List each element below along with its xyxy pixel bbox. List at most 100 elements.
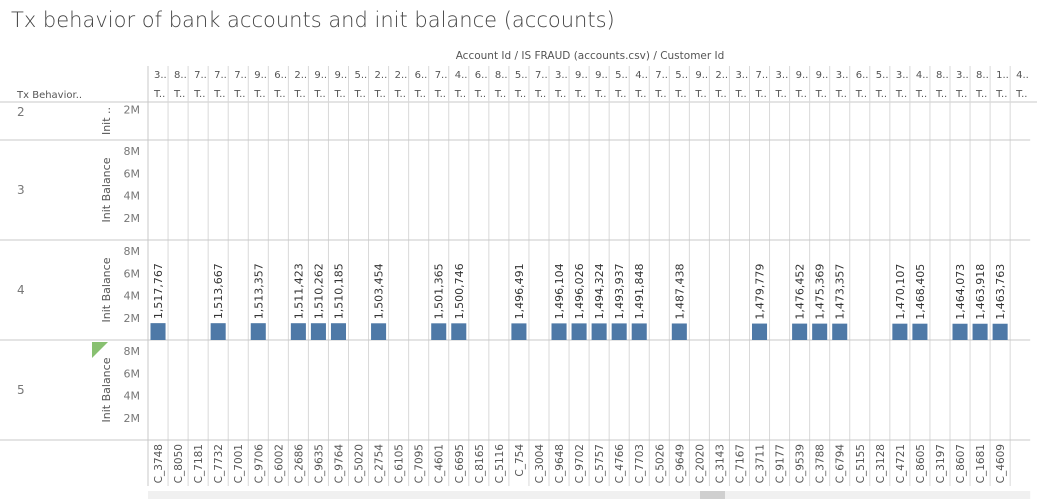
is-fraud-label[interactable]: T..: [173, 89, 185, 100]
customer-id-label[interactable]: C_7167: [734, 444, 746, 483]
customer-id-label[interactable]: C_9649: [674, 444, 686, 483]
account-id-label[interactable]: 5..: [675, 70, 688, 81]
customer-id-label[interactable]: C_7095: [414, 444, 426, 483]
is-fraud-label[interactable]: T..: [454, 89, 466, 100]
customer-id-label[interactable]: C_5116: [494, 444, 506, 484]
bar[interactable]: [371, 323, 386, 340]
customer-id-label[interactable]: C_8050: [173, 444, 185, 483]
is-fraud-label[interactable]: T..: [775, 89, 787, 100]
is-fraud-label[interactable]: T..: [514, 89, 526, 100]
customer-id-label[interactable]: C_4601: [434, 444, 446, 483]
account-id-label[interactable]: 7..: [535, 70, 548, 81]
customer-id-label[interactable]: C_6002: [273, 444, 285, 483]
bar[interactable]: [211, 323, 226, 340]
is-fraud-label[interactable]: T..: [153, 89, 165, 100]
bar[interactable]: [672, 323, 687, 340]
account-id-label[interactable]: 6..: [415, 70, 428, 81]
is-fraud-label[interactable]: T..: [574, 89, 586, 100]
customer-id-label[interactable]: C_3128: [875, 444, 887, 483]
customer-id-label[interactable]: C_9702: [574, 444, 586, 483]
customer-id-label[interactable]: C_9539: [795, 444, 807, 483]
customer-id-label[interactable]: C_6695: [454, 444, 466, 483]
customer-id-label[interactable]: C_9648: [554, 444, 566, 483]
account-id-label[interactable]: 4..: [635, 70, 648, 81]
is-fraud-label[interactable]: T..: [955, 89, 967, 100]
account-id-label[interactable]: 1..: [996, 70, 1009, 81]
customer-id-label[interactable]: C_8165: [474, 444, 486, 483]
customer-id-label[interactable]: C_7703: [634, 444, 646, 483]
customer-id-label[interactable]: C_9635: [313, 444, 325, 483]
account-id-label[interactable]: 6..: [274, 70, 287, 81]
customer-id-label[interactable]: C_2686: [293, 444, 305, 484]
customer-id-label[interactable]: C_6794: [835, 444, 847, 484]
bar[interactable]: [752, 324, 767, 340]
customer-id-label[interactable]: C_7001: [233, 444, 245, 483]
account-id-label[interactable]: 4..: [1016, 70, 1029, 81]
is-fraud-label[interactable]: T..: [815, 89, 827, 100]
account-id-label[interactable]: 9..: [695, 70, 708, 81]
customer-id-label[interactable]: C_3788: [815, 444, 827, 483]
account-id-label[interactable]: 5..: [355, 70, 368, 81]
bar[interactable]: [291, 323, 306, 340]
account-id-label[interactable]: 8..: [936, 70, 949, 81]
account-id-label[interactable]: 9..: [796, 70, 809, 81]
is-fraud-label[interactable]: T..: [875, 89, 887, 100]
account-id-label[interactable]: 7..: [194, 70, 207, 81]
bar[interactable]: [912, 324, 927, 340]
account-id-label[interactable]: 8..: [976, 70, 989, 81]
is-fraud-label[interactable]: T..: [674, 89, 686, 100]
customer-id-label[interactable]: C_3004: [534, 444, 546, 484]
account-id-label[interactable]: 9..: [334, 70, 347, 81]
bar[interactable]: [511, 323, 526, 340]
account-id-label[interactable]: 3..: [555, 70, 568, 81]
customer-id-label[interactable]: C_2754: [374, 444, 386, 484]
is-fraud-label[interactable]: T..: [333, 89, 345, 100]
account-id-label[interactable]: 4..: [916, 70, 929, 81]
account-id-label[interactable]: 3..: [836, 70, 849, 81]
is-fraud-label[interactable]: T..: [434, 89, 446, 100]
bar[interactable]: [451, 323, 466, 340]
customer-id-label[interactable]: C_3197: [935, 444, 947, 483]
bar[interactable]: [993, 324, 1008, 340]
account-id-label[interactable]: 9..: [595, 70, 608, 81]
account-id-label[interactable]: 7..: [756, 70, 769, 81]
is-fraud-label[interactable]: T..: [233, 89, 245, 100]
customer-id-label[interactable]: C_9706: [253, 444, 265, 484]
is-fraud-label[interactable]: T..: [714, 89, 726, 100]
account-id-label[interactable]: 7..: [435, 70, 448, 81]
customer-id-label[interactable]: C_754: [514, 444, 526, 477]
h-scrollbar-thumb[interactable]: [700, 491, 725, 499]
row-label[interactable]: 2: [17, 105, 25, 119]
is-fraud-label[interactable]: T..: [554, 89, 566, 100]
account-id-label[interactable]: 7..: [655, 70, 668, 81]
is-fraud-label[interactable]: T..: [895, 89, 907, 100]
account-id-label[interactable]: 4..: [455, 70, 468, 81]
account-id-label[interactable]: 9..: [816, 70, 829, 81]
is-fraud-label[interactable]: T..: [755, 89, 767, 100]
customer-id-label[interactable]: C_7181: [193, 444, 205, 483]
is-fraud-label[interactable]: T..: [654, 89, 666, 100]
customer-id-label[interactable]: C_4766: [614, 444, 626, 484]
customer-id-label[interactable]: C_3143: [714, 444, 726, 483]
is-fraud-label[interactable]: T..: [995, 89, 1007, 100]
row-label[interactable]: 4: [17, 283, 25, 297]
bar[interactable]: [592, 323, 607, 340]
bar[interactable]: [572, 323, 587, 340]
account-id-label[interactable]: 3..: [896, 70, 909, 81]
customer-id-label[interactable]: C_5026: [654, 444, 666, 484]
is-fraud-label[interactable]: T..: [1015, 89, 1027, 100]
account-id-label[interactable]: 3..: [735, 70, 748, 81]
bar[interactable]: [331, 323, 346, 340]
bar[interactable]: [973, 324, 988, 340]
customer-id-label[interactable]: C_5020: [354, 444, 366, 483]
customer-id-label[interactable]: C_1681: [975, 444, 987, 483]
account-id-label[interactable]: 3..: [154, 70, 167, 81]
row-label[interactable]: 5: [17, 383, 25, 397]
customer-id-label[interactable]: C_2020: [694, 444, 706, 483]
bar[interactable]: [632, 323, 647, 340]
bar[interactable]: [431, 323, 446, 340]
is-fraud-label[interactable]: T..: [634, 89, 646, 100]
is-fraud-label[interactable]: T..: [253, 89, 265, 100]
account-id-label[interactable]: 5..: [615, 70, 628, 81]
